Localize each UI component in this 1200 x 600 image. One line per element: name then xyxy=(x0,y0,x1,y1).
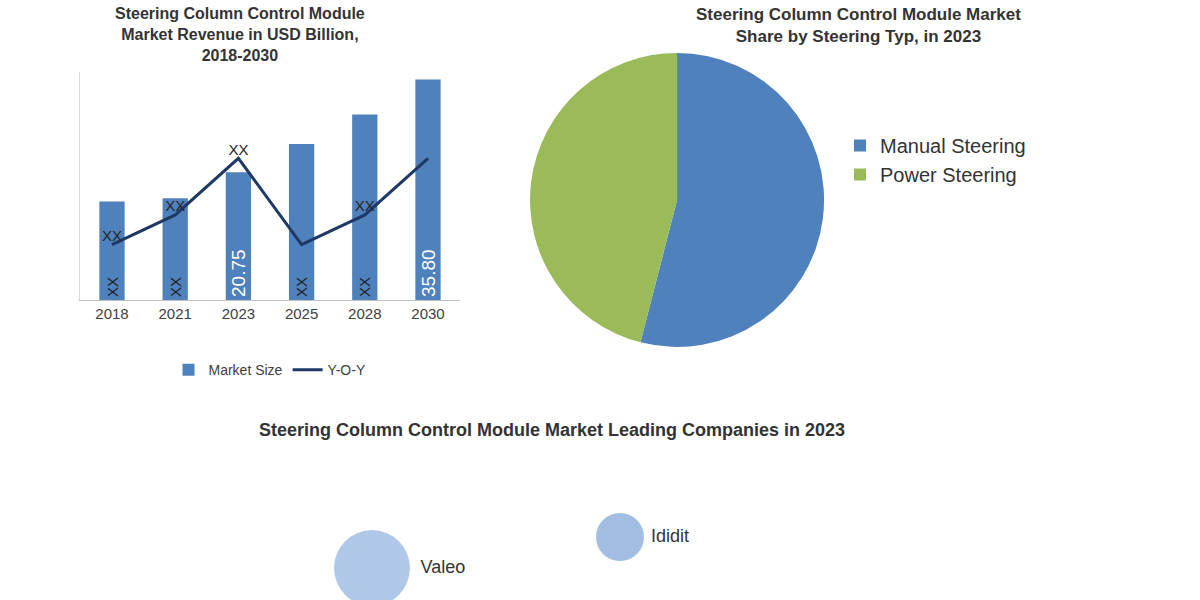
svg-text:XX: XX xyxy=(104,277,121,297)
svg-text:Steering Column Control Module: Steering Column Control ModuleMarket Rev… xyxy=(115,5,365,64)
svg-text:XX: XX xyxy=(167,277,184,297)
svg-text:Power Steering: Power Steering xyxy=(880,164,1017,186)
svg-text:35.80: 35.80 xyxy=(418,249,439,297)
svg-text:Steering Column Control Module: Steering Column Control Module MarketSha… xyxy=(696,5,1021,46)
svg-text:Manual Steering: Manual Steering xyxy=(880,135,1026,157)
svg-text:Valeo: Valeo xyxy=(421,557,466,577)
svg-text:20.75: 20.75 xyxy=(228,249,249,297)
svg-text:XX: XX xyxy=(355,197,375,214)
svg-text:2021: 2021 xyxy=(159,305,192,322)
svg-text:2025: 2025 xyxy=(285,305,318,322)
svg-text:Y-O-Y: Y-O-Y xyxy=(328,362,366,378)
svg-text:XX: XX xyxy=(356,277,373,297)
svg-text:XX: XX xyxy=(228,141,248,158)
svg-text:2023: 2023 xyxy=(222,305,255,322)
svg-text:Steering Column Control Module: Steering Column Control Module Market Le… xyxy=(259,420,845,440)
svg-text:2018: 2018 xyxy=(95,305,128,322)
svg-text:XX: XX xyxy=(165,197,185,214)
svg-text:Ididit: Ididit xyxy=(651,526,689,546)
svg-text:XX: XX xyxy=(293,277,310,297)
svg-text:2030: 2030 xyxy=(411,305,444,322)
svg-text:Market Size: Market Size xyxy=(209,362,283,378)
svg-text:2028: 2028 xyxy=(348,305,381,322)
svg-text:XX: XX xyxy=(102,227,122,244)
